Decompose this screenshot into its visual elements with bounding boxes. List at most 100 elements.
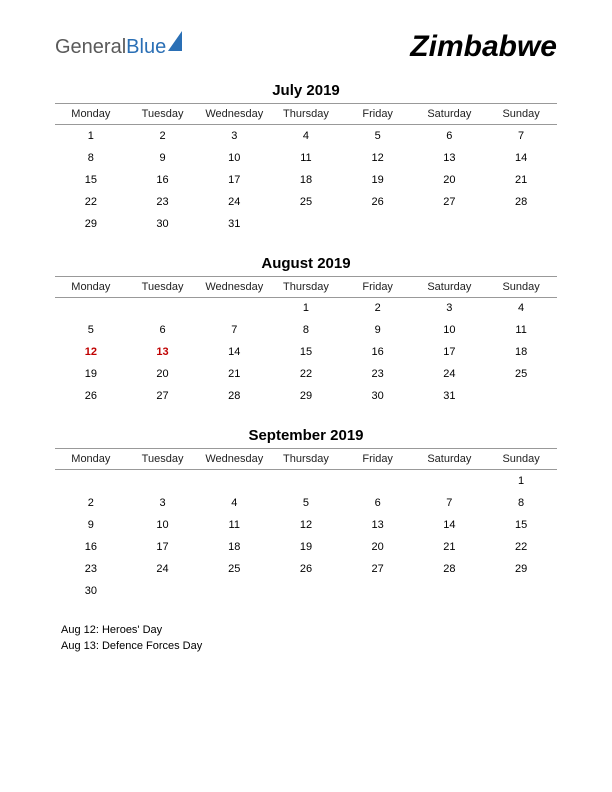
day-cell: 9 xyxy=(127,147,199,169)
weekday-header: Wednesday xyxy=(198,104,270,125)
day-cell: 23 xyxy=(55,558,127,580)
day-cell: 29 xyxy=(55,213,127,235)
weekday-header: Saturday xyxy=(414,449,486,470)
month-title: July 2019 xyxy=(55,82,557,99)
day-cell: 11 xyxy=(198,514,270,536)
weekday-header: Saturday xyxy=(414,104,486,125)
day-cell: 7 xyxy=(198,319,270,341)
month-block: July 2019 MondayTuesdayWednesdayThursdayF… xyxy=(55,82,557,235)
weekday-header: Friday xyxy=(342,276,414,297)
weekday-header: Tuesday xyxy=(127,104,199,125)
day-cell xyxy=(342,470,414,492)
day-cell: 2 xyxy=(55,492,127,514)
day-cell: 7 xyxy=(414,492,486,514)
day-cell xyxy=(270,470,342,492)
day-cell xyxy=(485,580,557,602)
day-cell: 19 xyxy=(270,536,342,558)
day-cell: 17 xyxy=(414,341,486,363)
country-title: Zimbabwe xyxy=(410,30,557,64)
day-cell: 9 xyxy=(342,319,414,341)
weekday-header: Monday xyxy=(55,104,127,125)
weekday-header: Sunday xyxy=(485,276,557,297)
day-cell: 27 xyxy=(127,385,199,407)
header: GeneralBlue Zimbabwe xyxy=(55,30,557,64)
day-cell xyxy=(127,470,199,492)
day-cell xyxy=(127,297,199,319)
day-cell: 26 xyxy=(342,191,414,213)
month-title: August 2019 xyxy=(55,255,557,272)
day-cell: 23 xyxy=(342,363,414,385)
month-block: September 2019 MondayTuesdayWednesdayThur… xyxy=(55,427,557,602)
weekday-header: Monday xyxy=(55,276,127,297)
day-cell: 3 xyxy=(414,297,486,319)
weekday-header: Wednesday xyxy=(198,449,270,470)
weekday-header: Saturday xyxy=(414,276,486,297)
day-cell: 1 xyxy=(270,297,342,319)
weekday-header: Wednesday xyxy=(198,276,270,297)
day-cell: 16 xyxy=(127,169,199,191)
day-cell: 6 xyxy=(127,319,199,341)
day-cell: 2 xyxy=(127,125,199,147)
day-cell: 7 xyxy=(485,125,557,147)
day-cell xyxy=(55,470,127,492)
day-cell xyxy=(342,580,414,602)
weekday-header: Sunday xyxy=(485,449,557,470)
holiday-notes: Aug 12: Heroes' DayAug 13: Defence Force… xyxy=(55,622,557,655)
month-block: August 2019MondayTuesdayWednesdayThursda… xyxy=(55,255,557,408)
day-cell: 12 xyxy=(55,341,127,363)
day-cell: 21 xyxy=(485,169,557,191)
day-cell: 2 xyxy=(342,297,414,319)
day-cell: 16 xyxy=(55,536,127,558)
day-cell: 12 xyxy=(342,147,414,169)
day-cell: 1 xyxy=(55,125,127,147)
day-cell: 10 xyxy=(198,147,270,169)
day-cell xyxy=(270,580,342,602)
day-cell: 4 xyxy=(198,492,270,514)
day-cell: 3 xyxy=(198,125,270,147)
day-cell: 20 xyxy=(127,363,199,385)
day-cell xyxy=(55,297,127,319)
day-cell: 29 xyxy=(485,558,557,580)
day-cell: 18 xyxy=(270,169,342,191)
day-cell: 4 xyxy=(485,297,557,319)
day-cell: 5 xyxy=(342,125,414,147)
day-cell xyxy=(485,385,557,407)
day-cell: 24 xyxy=(198,191,270,213)
day-cell: 16 xyxy=(342,341,414,363)
logo-text-blue: Blue xyxy=(126,36,166,59)
day-cell: 5 xyxy=(270,492,342,514)
weekday-header: Friday xyxy=(342,449,414,470)
day-cell: 10 xyxy=(127,514,199,536)
day-cell: 27 xyxy=(414,191,486,213)
weekday-header: Sunday xyxy=(485,104,557,125)
day-cell: 28 xyxy=(198,385,270,407)
day-cell: 10 xyxy=(414,319,486,341)
month-title: September 2019 xyxy=(55,427,557,444)
day-cell: 8 xyxy=(55,147,127,169)
holiday-note-line: Aug 12: Heroes' Day xyxy=(61,622,557,639)
calendar-table: MondayTuesdayWednesdayThursdayFridaySatu… xyxy=(55,448,557,602)
day-cell: 24 xyxy=(127,558,199,580)
day-cell: 13 xyxy=(342,514,414,536)
day-cell: 15 xyxy=(55,169,127,191)
day-cell: 8 xyxy=(270,319,342,341)
calendar-table: MondayTuesdayWednesdayThursdayFridaySatu… xyxy=(55,103,557,235)
logo-triangle-icon xyxy=(168,31,182,51)
day-cell xyxy=(414,580,486,602)
day-cell: 31 xyxy=(198,213,270,235)
day-cell xyxy=(127,580,199,602)
day-cell: 22 xyxy=(485,536,557,558)
day-cell: 14 xyxy=(198,341,270,363)
day-cell: 25 xyxy=(270,191,342,213)
calendar-container: July 2019MondayTuesdayWednesdayThursdayF… xyxy=(55,82,557,602)
weekday-header: Thursday xyxy=(270,276,342,297)
day-cell xyxy=(198,580,270,602)
day-cell: 20 xyxy=(342,536,414,558)
day-cell: 20 xyxy=(414,169,486,191)
day-cell: 1 xyxy=(485,470,557,492)
weekday-header: Monday xyxy=(55,449,127,470)
day-cell: 18 xyxy=(198,536,270,558)
day-cell xyxy=(414,470,486,492)
day-cell xyxy=(198,470,270,492)
weekday-header: Thursday xyxy=(270,104,342,125)
